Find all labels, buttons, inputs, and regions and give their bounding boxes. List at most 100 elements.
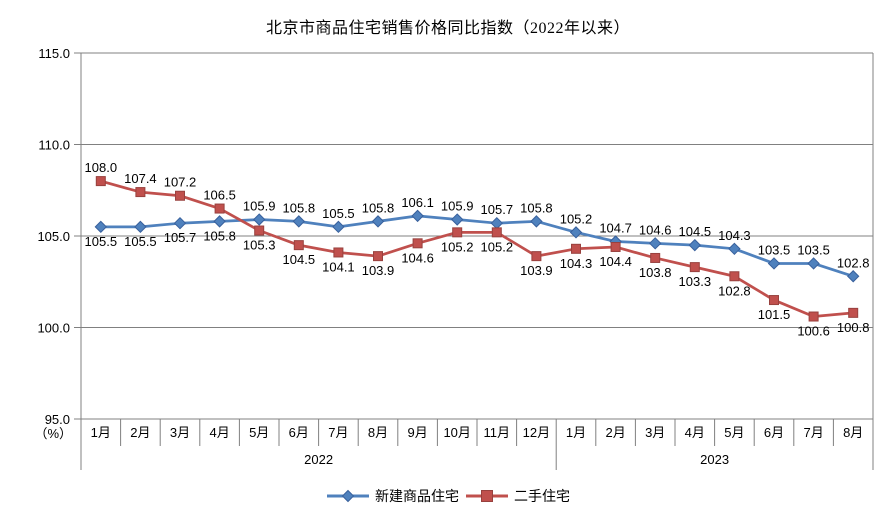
y-tick-label: 115.0 bbox=[38, 46, 70, 61]
data-point-label: 102.8 bbox=[837, 255, 870, 270]
data-point-label: 105.9 bbox=[243, 199, 276, 214]
y-tick-label: 110.0 bbox=[38, 138, 70, 153]
data-point-label: 104.7 bbox=[599, 220, 632, 235]
legend-label-new-homes: 新建商品住宅 bbox=[375, 490, 459, 505]
legend-item-new-homes: 新建商品住宅 bbox=[326, 486, 459, 506]
legend-item-secondhand-homes: 二手住宅 bbox=[465, 486, 570, 506]
data-point-marker bbox=[610, 241, 621, 252]
data-point-label: 107.2 bbox=[164, 175, 197, 190]
data-point-label: 104.5 bbox=[283, 252, 316, 267]
x-month-label: 4月 bbox=[209, 425, 229, 440]
data-point-label: 105.5 bbox=[85, 234, 118, 249]
x-year-label: 2022 bbox=[304, 452, 333, 467]
x-month-label: 3月 bbox=[170, 425, 190, 440]
y-tick-label: 95.0 bbox=[45, 412, 70, 427]
data-point-label: 105.8 bbox=[283, 200, 316, 215]
data-point-marker bbox=[411, 209, 424, 223]
data-point-label: 104.3 bbox=[718, 228, 751, 243]
x-month-label: 9月 bbox=[407, 425, 427, 440]
data-point-marker bbox=[688, 238, 702, 252]
data-point-label: 103.8 bbox=[639, 265, 672, 280]
data-point-label: 105.3 bbox=[243, 238, 276, 253]
chart-title: 北京市商品住宅销售价格同比指数（2022年以来） bbox=[265, 20, 630, 37]
x-month-label: 5月 bbox=[249, 425, 269, 440]
data-point-marker bbox=[332, 220, 345, 234]
data-point-label: 105.7 bbox=[164, 230, 197, 245]
data-point-label: 105.2 bbox=[441, 239, 474, 254]
data-point-label: 105.2 bbox=[560, 211, 593, 226]
data-point-marker bbox=[769, 295, 779, 306]
data-point-label: 104.5 bbox=[679, 224, 712, 239]
data-point-marker bbox=[728, 242, 741, 256]
data-point-label: 105.8 bbox=[203, 228, 236, 243]
x-month-label: 12月 bbox=[523, 425, 550, 440]
line-diamond-marker-icon bbox=[327, 489, 369, 503]
data-point-label: 103.5 bbox=[758, 242, 791, 257]
legend-label-secondhand-homes: 二手住宅 bbox=[514, 490, 570, 505]
data-point-label: 103.9 bbox=[362, 263, 395, 278]
x-month-label: 7月 bbox=[803, 425, 823, 440]
data-point-marker bbox=[292, 215, 306, 228]
y-tick-label: 105.0 bbox=[37, 229, 70, 244]
data-point-marker bbox=[571, 243, 581, 254]
data-point-marker bbox=[530, 215, 543, 228]
data-point-label: 104.3 bbox=[560, 256, 593, 271]
data-point-marker bbox=[452, 227, 463, 238]
data-point-marker bbox=[689, 262, 700, 273]
data-point-label: 105.5 bbox=[322, 206, 355, 221]
y-tick-label: 100.0 bbox=[37, 321, 70, 336]
data-point-marker bbox=[767, 257, 781, 270]
data-point-label: 107.4 bbox=[124, 171, 157, 186]
data-point-label: 100.8 bbox=[837, 320, 870, 335]
data-point-label: 104.6 bbox=[401, 250, 434, 265]
data-point-marker bbox=[450, 213, 464, 226]
data-point-label: 105.7 bbox=[481, 202, 514, 217]
y-axis-unit-label: （%） bbox=[34, 426, 72, 441]
data-point-label: 102.8 bbox=[718, 283, 751, 298]
data-point-label: 106.1 bbox=[401, 195, 434, 210]
data-point-marker bbox=[135, 187, 146, 198]
data-point-marker bbox=[569, 226, 583, 239]
data-point-marker bbox=[293, 240, 304, 251]
x-month-label: 5月 bbox=[724, 425, 744, 440]
data-point-marker bbox=[252, 213, 266, 226]
x-year-label: 2023 bbox=[700, 452, 729, 467]
data-point-label: 105.8 bbox=[520, 200, 553, 215]
series-line-0 bbox=[100, 214, 854, 278]
data-point-label: 104.4 bbox=[599, 254, 632, 269]
data-point-marker bbox=[173, 216, 187, 230]
x-month-label: 4月 bbox=[685, 425, 705, 440]
x-month-label: 3月 bbox=[645, 425, 665, 440]
data-point-label: 105.8 bbox=[362, 200, 395, 215]
x-month-label: 2月 bbox=[130, 425, 150, 440]
data-point-marker bbox=[95, 176, 106, 187]
data-point-label: 104.1 bbox=[322, 259, 355, 274]
x-month-label: 2月 bbox=[605, 425, 625, 440]
x-month-label: 8月 bbox=[368, 425, 388, 440]
data-point-marker bbox=[94, 220, 108, 234]
data-point-marker bbox=[373, 251, 383, 262]
x-month-label: 6月 bbox=[289, 425, 309, 440]
data-point-label: 105.9 bbox=[441, 199, 474, 214]
data-point-marker bbox=[371, 215, 385, 228]
x-month-label: 10月 bbox=[443, 425, 470, 440]
data-point-marker bbox=[213, 215, 226, 228]
data-point-label: 103.9 bbox=[520, 263, 553, 278]
data-point-label: 103.5 bbox=[797, 242, 830, 257]
line-square-marker-icon bbox=[466, 490, 508, 502]
x-month-label: 1月 bbox=[566, 425, 586, 440]
data-point-label: 105.2 bbox=[481, 239, 514, 254]
data-point-marker bbox=[648, 237, 662, 250]
data-point-marker bbox=[214, 203, 225, 214]
data-point-marker bbox=[807, 257, 820, 270]
data-point-label: 108.0 bbox=[85, 160, 118, 175]
data-point-marker bbox=[846, 270, 860, 283]
data-point-label: 103.3 bbox=[679, 274, 712, 289]
x-month-label: 7月 bbox=[328, 425, 348, 440]
data-point-label: 106.5 bbox=[203, 188, 236, 203]
data-point-label: 100.6 bbox=[797, 324, 830, 339]
legend: 新建商品住宅 二手住宅 bbox=[0, 486, 896, 506]
x-month-label: 8月 bbox=[843, 425, 863, 440]
x-month-label: 11月 bbox=[484, 425, 511, 440]
